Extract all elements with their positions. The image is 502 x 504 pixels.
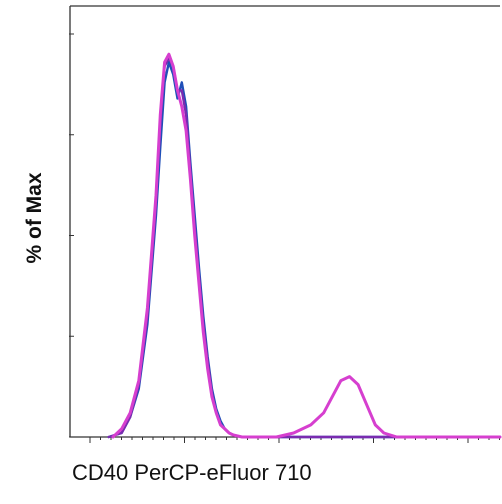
series-group <box>107 52 502 439</box>
plot-frame <box>69 5 500 438</box>
x-axis-label: CD40 PerCP-eFluor 710 <box>72 460 312 485</box>
axis-ticks <box>69 33 500 443</box>
series-line-1 <box>107 61 502 439</box>
series-line-3 <box>111 52 502 439</box>
y-axis-label: % of Max <box>23 172 46 264</box>
series-line-2 <box>107 57 502 439</box>
